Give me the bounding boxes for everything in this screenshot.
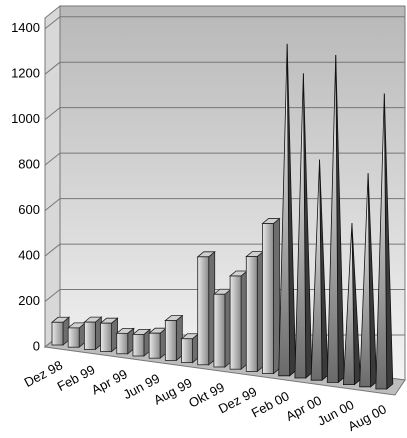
bar [278,43,297,377]
bar [180,332,200,364]
bar [67,322,87,349]
bar-front [181,338,193,364]
y-tick-label: 800 [18,157,40,172]
bar-front [326,55,339,383]
bar-front [229,275,242,370]
y-tick-label: 1000 [11,111,40,126]
bar [115,327,135,355]
bar [131,328,152,357]
grid-line [44,198,61,211]
grid-line [44,107,61,121]
y-tick-label: 0 [33,338,40,353]
y-tick-label: 200 [18,293,40,308]
grid-line [44,61,61,75]
grid-line [44,16,61,30]
bar-front [262,223,274,374]
y-tick-label: 400 [18,248,40,263]
bar-front [67,327,80,348]
bar [245,250,265,373]
grid-line [44,289,61,302]
bar [375,93,394,390]
bar [228,270,249,371]
bar-front [100,322,112,352]
bar-front [83,321,96,350]
bar-front [132,334,145,357]
bar-front [359,173,372,388]
bar [310,159,329,382]
bar-front [197,256,210,366]
bar-front [375,93,388,390]
bar-front [278,43,291,377]
bar [148,327,168,360]
bar-front [116,332,129,355]
bar-front [343,223,355,386]
bar [50,316,71,346]
bar [212,288,233,368]
bar-front [213,293,226,368]
bar [196,250,216,366]
bar-front [310,159,323,381]
bar [343,223,361,386]
bar-front [148,332,161,359]
bar [326,55,345,384]
bar-front [245,256,258,372]
y-tick-label: 1200 [11,66,40,81]
y-tick-label: 1400 [11,20,40,35]
bar [99,317,119,353]
plot: 0 200 400 600 800 1000 1200 1400 [11,16,405,390]
y-tick-label: 600 [18,202,40,217]
bar [164,314,184,362]
bar [359,173,378,388]
bar [294,73,313,379]
grid-line [44,152,61,166]
bar-front [164,320,177,361]
bar-front [51,321,64,346]
bar [83,316,103,351]
grid-line [44,243,61,257]
bar-side [273,217,280,375]
bar-front [294,73,307,379]
bar [261,217,281,375]
